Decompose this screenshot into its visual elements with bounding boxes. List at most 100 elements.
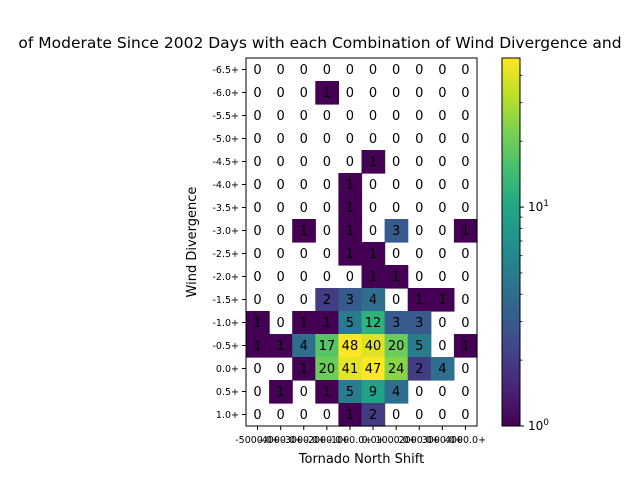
heatmap-cell	[315, 81, 339, 105]
cell-value-label: 0	[438, 132, 446, 147]
x-tick-label: 1000.0+	[376, 435, 417, 446]
y-tick-label: -6.0+	[213, 88, 240, 99]
heatmap-cell	[361, 311, 386, 335]
heatmap-cell	[315, 311, 339, 335]
cell-value-label: 5	[346, 316, 354, 331]
cell-value-label: 0	[392, 201, 400, 216]
cell-value-label: 0	[277, 362, 285, 377]
cell-value-label: 0	[461, 247, 469, 262]
cell-value-label: 0	[438, 178, 446, 193]
x-tick-label: 4000.0+	[445, 435, 486, 446]
cell-value-label: 0	[438, 385, 446, 400]
cell-value-label: 0	[253, 132, 261, 147]
cell-value-label: 0	[253, 178, 261, 193]
cell-value-label: 0	[461, 178, 469, 193]
cell-value-label: 1	[277, 385, 285, 400]
cell-value-label: 0	[392, 293, 400, 308]
x-tick-label: -3000.0+	[281, 435, 326, 446]
y-tick-label: -0.5+	[213, 341, 240, 352]
cell-value-label: 0	[461, 385, 469, 400]
cell-value-label: 2	[415, 362, 423, 377]
cell-value-label: 0	[415, 408, 423, 423]
cell-value-label: 0	[369, 132, 377, 147]
cell-value-label: 0	[323, 224, 331, 239]
cell-value-label: 48	[342, 339, 359, 354]
heatmap-cell	[269, 380, 293, 404]
x-axis-ticks: -5000.0+-4000.0+-3000.0+-2000.0+-1000.0+…	[235, 426, 486, 446]
y-tick-label: -6.5+	[213, 65, 240, 76]
cell-value-label: 0	[415, 178, 423, 193]
x-tick-label: 2000.0+	[399, 435, 440, 446]
heatmap-cell	[338, 196, 363, 220]
heatmap-cell	[407, 288, 432, 312]
cell-value-label: 0	[253, 270, 261, 285]
cell-value-label: 0	[277, 224, 285, 239]
cell-value-label: 0	[277, 63, 285, 78]
cell-value-label: 0	[461, 362, 469, 377]
cell-value-label: 0	[253, 385, 261, 400]
cell-value-label: 3	[392, 224, 400, 239]
cell-value-label: 0	[300, 293, 308, 308]
cell-value-label: 0	[253, 63, 261, 78]
heatmap-cell	[361, 380, 386, 404]
cell-value-label: 0	[438, 247, 446, 262]
heatmap-cell	[361, 403, 386, 427]
y-tick-label: -2.5+	[213, 249, 240, 260]
heatmap-cell	[338, 380, 363, 404]
cell-value-label: 0	[392, 109, 400, 124]
cell-value-label: 1	[369, 247, 377, 262]
y-tick-label: 1.0+	[216, 410, 239, 421]
cell-value-label: 0	[346, 63, 354, 78]
cell-value-label: 0	[461, 132, 469, 147]
y-tick-label: -3.0+	[213, 226, 240, 237]
heatmap-cell	[361, 334, 386, 358]
cell-value-label: 0	[438, 109, 446, 124]
cell-value-label: 0	[323, 270, 331, 285]
y-tick-label: -4.5+	[213, 157, 240, 168]
cell-value-label: 0	[392, 86, 400, 101]
cell-value-label: 1	[323, 385, 331, 400]
cell-value-label: 0	[438, 408, 446, 423]
cell-value-label: 0	[461, 316, 469, 331]
colorbar-ticks: 100 101	[520, 74, 549, 433]
cell-value-label: 0	[300, 201, 308, 216]
x-tick-label: -1000.0+	[328, 435, 373, 446]
y-tick-label: -5.0+	[213, 134, 240, 145]
cell-value-label: 0	[415, 132, 423, 147]
cell-value-label: 1	[369, 155, 377, 170]
heatmap-cell	[338, 357, 363, 381]
heatmap-cell	[384, 357, 409, 381]
cell-value-label: 2	[323, 293, 331, 308]
cell-value-label: 0	[392, 178, 400, 193]
heatmap-cell	[292, 334, 316, 358]
cell-value-label: 0	[415, 155, 423, 170]
cell-value-label: 9	[369, 385, 377, 400]
cell-value-label: 5	[346, 385, 354, 400]
cell-value-label: 0	[253, 293, 261, 308]
heatmap-cell	[315, 288, 339, 312]
cell-value-label: 0	[369, 86, 377, 101]
cell-value-label: 0	[346, 132, 354, 147]
cell-value-label: 0	[300, 270, 308, 285]
y-tick-label: -5.5+	[213, 111, 240, 122]
cell-value-label: 0	[369, 178, 377, 193]
heatmap-cell	[430, 357, 455, 381]
cell-value-label: 0	[277, 316, 285, 331]
heatmap-cell	[430, 288, 455, 312]
cell-value-label: 0	[300, 86, 308, 101]
cell-value-label: 0	[346, 270, 354, 285]
cell-value-label: 1	[346, 178, 354, 193]
cell-value-label: 0	[300, 247, 308, 262]
cell-value-label: 0	[346, 86, 354, 101]
cell-value-label: 0	[346, 109, 354, 124]
heatmap-cell	[338, 288, 363, 312]
cell-value-label: 0	[323, 408, 331, 423]
cell-value-label: 0	[253, 362, 261, 377]
heatmap-cell	[361, 242, 386, 266]
cell-value-label: 1	[346, 224, 354, 239]
cell-value-label: 0	[438, 270, 446, 285]
cell-value-label: 0	[253, 86, 261, 101]
cell-value-label: 0	[392, 408, 400, 423]
cell-value-label: 0	[438, 155, 446, 170]
cell-value-label: 1	[300, 362, 308, 377]
